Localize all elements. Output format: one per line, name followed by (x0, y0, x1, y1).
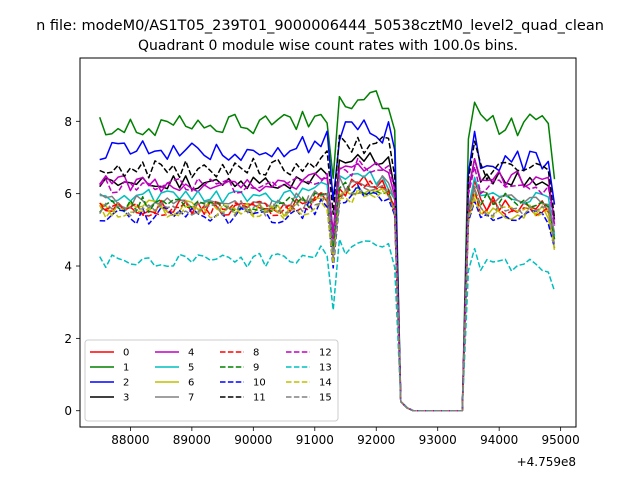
series-line-1 (98, 90, 556, 412)
legend-label-5: 5 (188, 363, 194, 374)
series-line-12 (99, 157, 556, 412)
x-tick-label: 93000 (419, 433, 457, 447)
legend-label-14: 14 (319, 378, 332, 389)
chart-title: Quadrant 0 module wise count rates with … (138, 38, 518, 54)
series-line-15 (99, 184, 556, 412)
x-axis: 88000 89000 90000 91000 92000 93000 94000 95000 (111, 427, 580, 447)
series-line-11 (99, 134, 556, 412)
legend-label-11: 11 (253, 393, 266, 404)
legend-label-0: 0 (123, 348, 129, 359)
y-tick-label: 6 (64, 187, 72, 201)
legend-label-15: 15 (319, 393, 332, 404)
x-tick-label: 89000 (173, 433, 211, 447)
legend-box (84, 339, 339, 422)
series-line-13 (99, 238, 556, 412)
legend-label-9: 9 (253, 363, 259, 374)
y-tick-label: 2 (64, 332, 72, 346)
legend-label-12: 12 (319, 348, 332, 359)
x-tick-label: 95000 (542, 433, 580, 447)
legend-label-10: 10 (253, 378, 266, 389)
y-tick-label: 0 (64, 404, 72, 418)
y-tick-label: 8 (64, 115, 72, 129)
x-offset-label: +4.759e8 (517, 455, 576, 469)
x-tick-label: 94000 (480, 433, 518, 447)
x-tick-label: 92000 (357, 433, 395, 447)
legend-label-7: 7 (188, 393, 194, 404)
x-tick-label: 88000 (111, 433, 149, 447)
legend-label-8: 8 (253, 348, 259, 359)
y-tick-label: 4 (64, 260, 72, 274)
plot-frame (79, 57, 577, 428)
series-layer (98, 90, 556, 412)
legend-label-13: 13 (319, 363, 332, 374)
legend-label-4: 4 (188, 348, 194, 359)
series-line-4 (99, 158, 556, 412)
x-tick-label: 90000 (234, 433, 272, 447)
series-line-14 (99, 188, 556, 412)
legend-label-1: 1 (123, 363, 129, 374)
y-axis: 0 2 4 6 8 (64, 115, 80, 418)
figure-suptitle: n file: modeM0/AS1T05_239T01_9000006444_… (36, 18, 604, 34)
legend-label-6: 6 (188, 378, 194, 389)
x-tick-label: 91000 (296, 433, 334, 447)
legend-label-2: 2 (123, 378, 129, 389)
legend-label-3: 3 (123, 393, 129, 404)
